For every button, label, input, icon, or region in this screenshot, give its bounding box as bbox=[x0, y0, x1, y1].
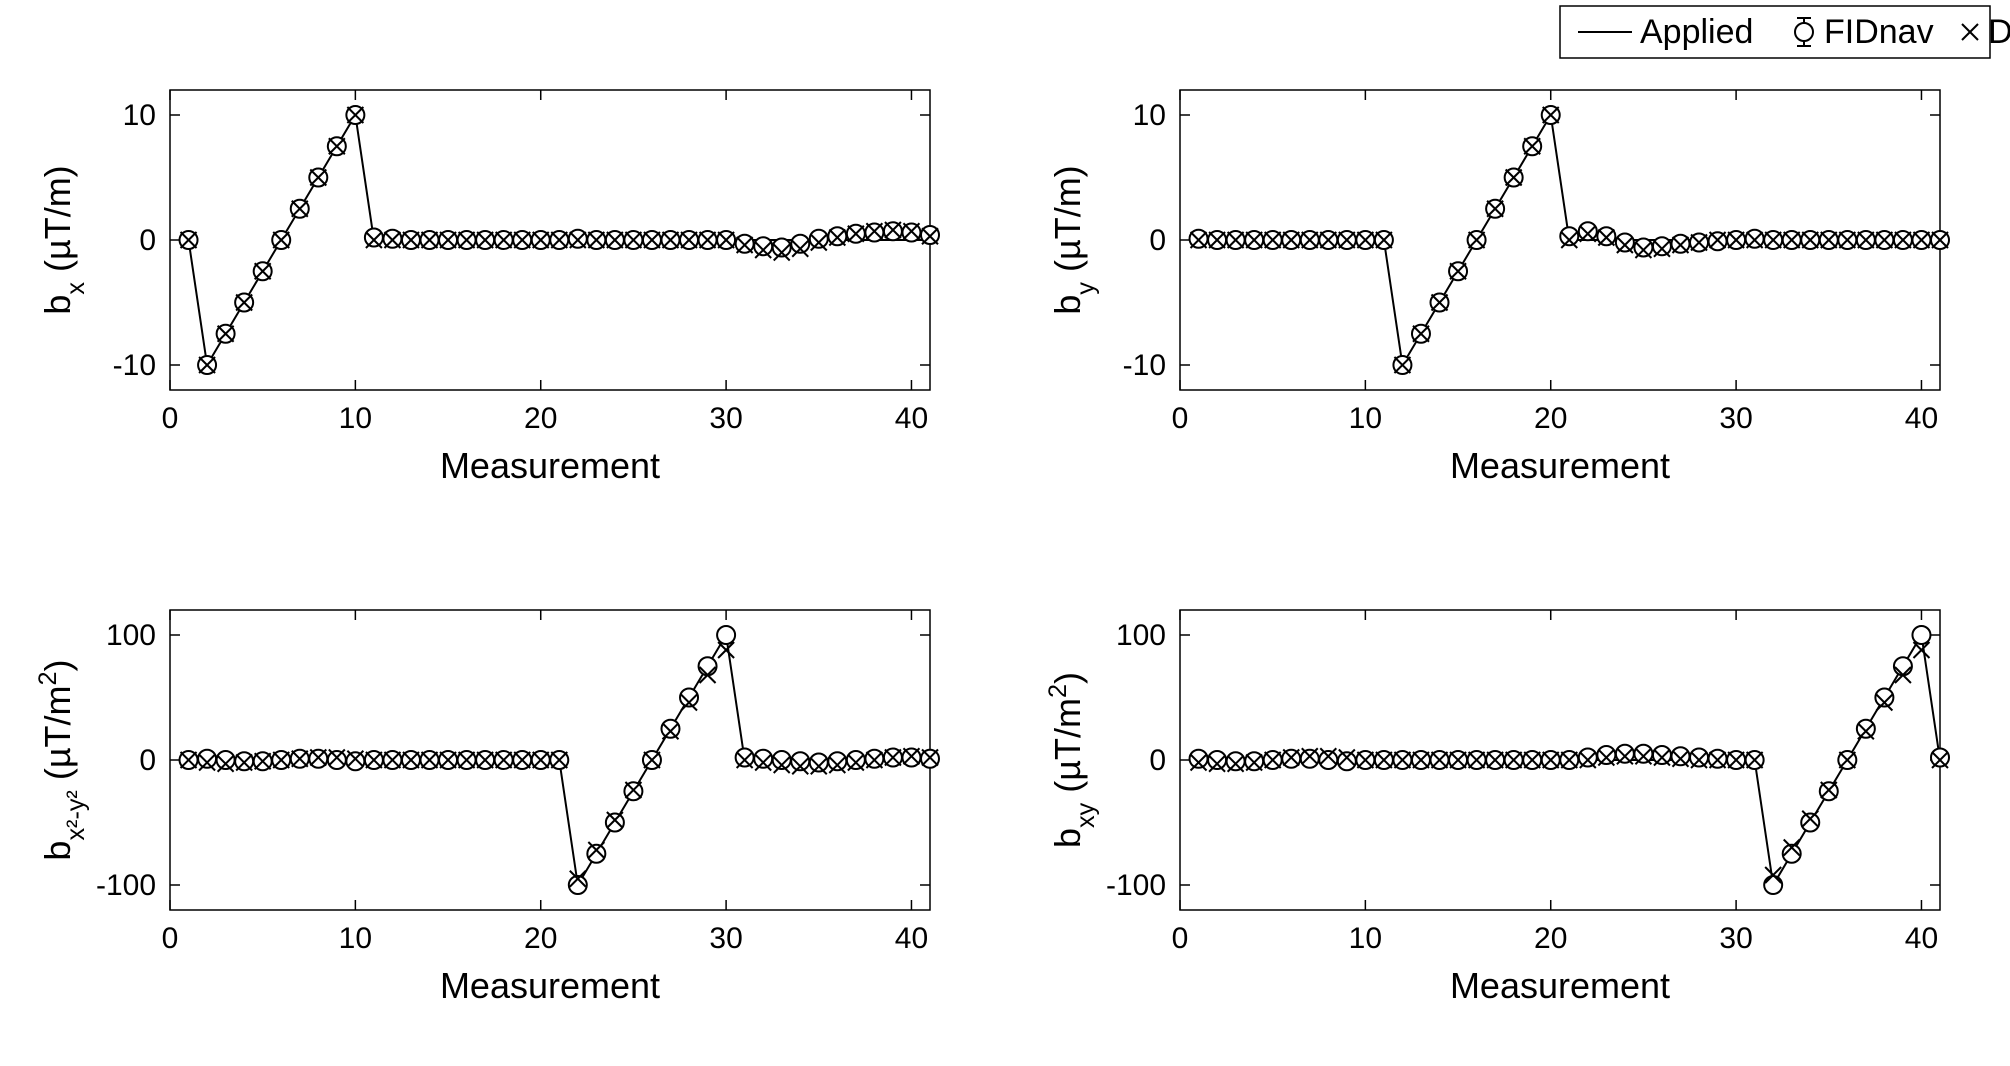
figure-svg: 010203040Measurement-10010bx (µT/m)01020… bbox=[0, 0, 2010, 1066]
marker-fidnav bbox=[1912, 626, 1930, 644]
marker-fidnav bbox=[1301, 750, 1319, 768]
marker-fidnav bbox=[1653, 746, 1671, 764]
marker-fidnav bbox=[699, 657, 717, 675]
ytick-label: 10 bbox=[123, 99, 156, 132]
marker-fidnav bbox=[810, 754, 828, 772]
xtick-label: 10 bbox=[1349, 402, 1382, 435]
marker-fidnav bbox=[1931, 749, 1949, 767]
marker-fidnav bbox=[1634, 239, 1652, 257]
marker-fidnav bbox=[346, 752, 364, 770]
marker-fidnav bbox=[1319, 751, 1337, 769]
legend-label: Applied bbox=[1640, 13, 1753, 51]
marker-fidnav bbox=[736, 749, 754, 767]
legend-label: DOCMA bbox=[1988, 13, 2010, 51]
ytick-label: -10 bbox=[1123, 349, 1166, 382]
xtick-label: 40 bbox=[1905, 402, 1938, 435]
xtick-label: 10 bbox=[339, 922, 372, 955]
marker-fidnav bbox=[1616, 234, 1634, 252]
x-axis-label: Measurement bbox=[1450, 445, 1670, 486]
xtick-label: 40 bbox=[895, 922, 928, 955]
marker-fidnav bbox=[1579, 749, 1597, 767]
marker-fidnav bbox=[365, 229, 383, 247]
xtick-label: 30 bbox=[709, 402, 742, 435]
figure: 010203040Measurement-10010bx (µT/m)01020… bbox=[0, 0, 2010, 1066]
marker-fidnav bbox=[810, 230, 828, 248]
marker-fidnav bbox=[606, 814, 624, 832]
marker-fidnav bbox=[198, 750, 216, 768]
xtick-label: 40 bbox=[895, 402, 928, 435]
xtick-label: 30 bbox=[1719, 402, 1752, 435]
marker-fidnav bbox=[661, 720, 679, 738]
ytick-label: -100 bbox=[1106, 869, 1166, 902]
ytick-label: 0 bbox=[139, 744, 156, 777]
xtick-label: 20 bbox=[524, 402, 557, 435]
xtick-label: 0 bbox=[162, 402, 179, 435]
marker-fidnav bbox=[828, 752, 846, 770]
marker-fidnav bbox=[1764, 876, 1782, 894]
marker-fidnav bbox=[847, 751, 865, 769]
xtick-label: 10 bbox=[1349, 922, 1382, 955]
ytick-label: -10 bbox=[113, 349, 156, 382]
xtick-label: 30 bbox=[709, 922, 742, 955]
marker-fidnav bbox=[1690, 749, 1708, 767]
marker-fidnav bbox=[1616, 745, 1634, 763]
marker-fidnav bbox=[1338, 752, 1356, 770]
marker-fidnav bbox=[754, 237, 772, 255]
marker-fidnav bbox=[1801, 814, 1819, 832]
xtick-label: 0 bbox=[1172, 922, 1189, 955]
xtick-label: 0 bbox=[1172, 402, 1189, 435]
xtick-label: 10 bbox=[339, 402, 372, 435]
xtick-label: 20 bbox=[1534, 922, 1567, 955]
marker-fidnav bbox=[1671, 747, 1689, 765]
xtick-label: 40 bbox=[1905, 922, 1938, 955]
marker-fidnav bbox=[328, 751, 346, 769]
xtick-label: 20 bbox=[524, 922, 557, 955]
marker-fidnav bbox=[1227, 752, 1245, 770]
ytick-label: 0 bbox=[139, 224, 156, 257]
marker-fidnav bbox=[587, 845, 605, 863]
ytick-label: 0 bbox=[1149, 224, 1166, 257]
xtick-label: 30 bbox=[1719, 922, 1752, 955]
legend-label: FIDnav bbox=[1824, 13, 1934, 51]
marker-fidnav bbox=[1597, 746, 1615, 764]
ytick-label: -100 bbox=[96, 869, 156, 902]
marker-fidnav bbox=[1560, 227, 1578, 245]
x-axis-label: Measurement bbox=[440, 965, 660, 1006]
marker-fidnav bbox=[1208, 751, 1226, 769]
marker-fidnav bbox=[1190, 750, 1208, 768]
x-axis-label: Measurement bbox=[440, 445, 660, 486]
legend-icon-fidnav bbox=[1795, 23, 1813, 41]
xtick-label: 20 bbox=[1534, 402, 1567, 435]
ytick-label: 100 bbox=[106, 619, 156, 652]
legend: Applied FIDnav DOCMA bbox=[1560, 6, 2010, 58]
ytick-label: 10 bbox=[1133, 99, 1166, 132]
xtick-label: 0 bbox=[162, 922, 179, 955]
marker-fidnav bbox=[1653, 237, 1671, 255]
ytick-label: 100 bbox=[1116, 619, 1166, 652]
marker-fidnav bbox=[754, 750, 772, 768]
marker-fidnav bbox=[217, 751, 235, 769]
ytick-label: 0 bbox=[1149, 744, 1166, 777]
marker-fidnav bbox=[1857, 720, 1875, 738]
marker-fidnav bbox=[1634, 745, 1652, 763]
marker-fidnav bbox=[717, 626, 735, 644]
x-axis-label: Measurement bbox=[1450, 965, 1670, 1006]
marker-fidnav bbox=[1579, 222, 1597, 240]
marker-fidnav bbox=[1894, 657, 1912, 675]
